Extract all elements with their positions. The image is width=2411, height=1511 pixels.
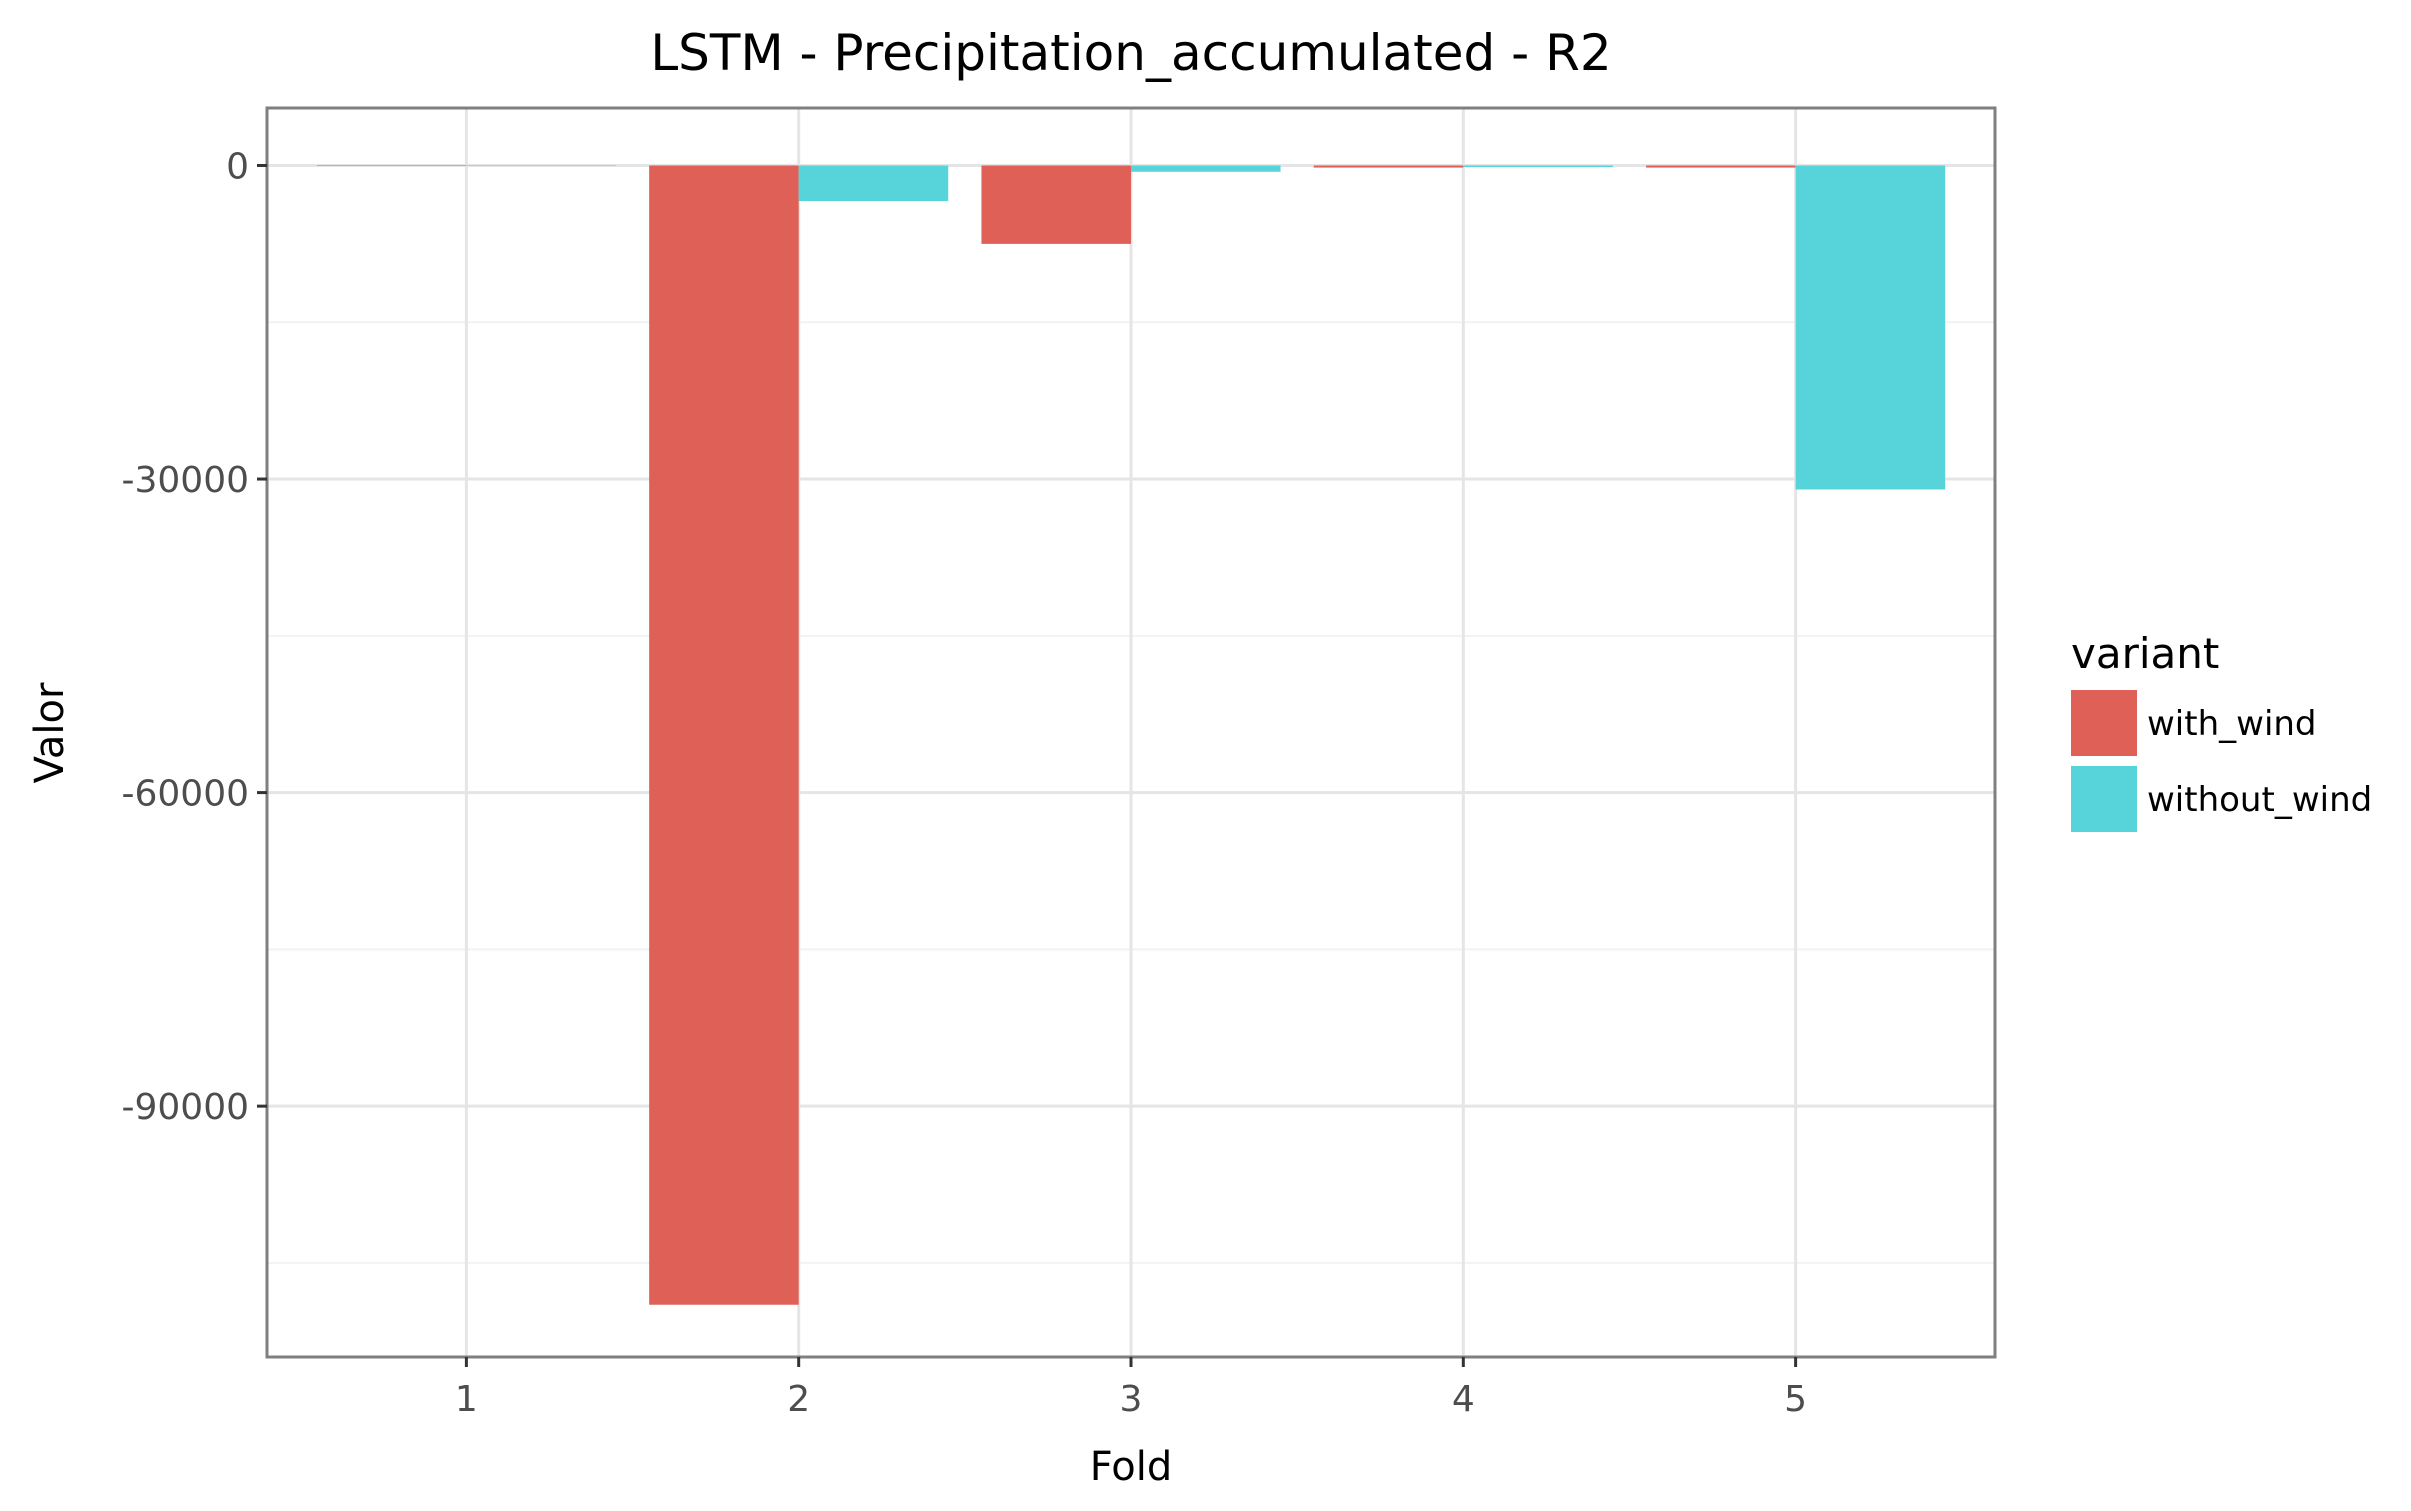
legend: variant with_wind without_wind	[2071, 629, 2372, 832]
legend-swatch-without_wind	[2071, 766, 2137, 832]
x-tick-label: 5	[1784, 1379, 1807, 1420]
x-tick-label: 1	[455, 1379, 478, 1420]
bar-without_wind-fold-3	[1131, 165, 1281, 172]
x-tick-label: 2	[787, 1379, 810, 1420]
y-axis-ticks: 0 -30000 -60000 -90000	[121, 146, 267, 1128]
legend-swatch-with_wind	[2071, 690, 2137, 756]
y-tick-label: -30000	[121, 460, 249, 501]
bar-without_wind-fold-5	[1795, 165, 1946, 490]
y-tick-label: 0	[226, 146, 249, 187]
bar-without_wind-fold-4	[1463, 165, 1613, 168]
bar-with_wind-fold-5	[1646, 165, 1796, 168]
y-axis-title: Valor	[27, 682, 73, 783]
legend-label-without_wind: without_wind	[2147, 780, 2372, 820]
legend-label-with_wind: with_wind	[2147, 704, 2317, 744]
legend-title: variant	[2071, 629, 2219, 678]
y-tick-label: -90000	[121, 1087, 249, 1128]
bar-with_wind-fold-3	[981, 165, 1131, 244]
x-axis-title: Fold	[1090, 1444, 1173, 1490]
y-tick-label: -60000	[121, 774, 249, 815]
x-tick-label: 4	[1452, 1379, 1475, 1420]
bars-layer	[316, 165, 1946, 1305]
bar-with_wind-fold-4	[1313, 165, 1464, 168]
bar-with_wind-fold-1	[316, 165, 467, 166]
x-axis-ticks: 1 2 3 4 5	[455, 1357, 1807, 1420]
bar-with_wind-fold-2	[649, 165, 799, 1305]
chart-title: LSTM - Precipitation_accumulated - R2	[650, 24, 1611, 82]
bar-without_wind-fold-1	[466, 165, 616, 166]
x-tick-label: 3	[1120, 1379, 1143, 1420]
bar-without_wind-fold-2	[798, 165, 949, 202]
